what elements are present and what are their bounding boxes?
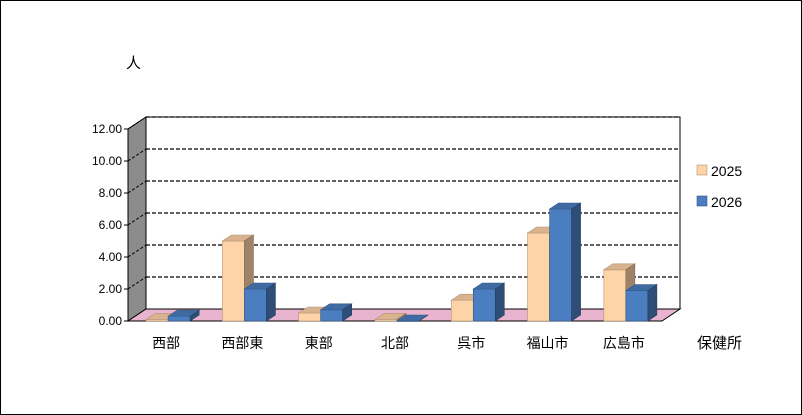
category-label: 福山市: [527, 335, 569, 351]
category-label: 西部: [152, 335, 180, 351]
bar-side-2026-福山市: [571, 202, 581, 322]
category-label: 広島市: [603, 335, 645, 351]
bar-side-2026-呉市: [494, 282, 505, 322]
y-tick-labels: 0.00 2.00 4.00 6.00 8.00 10.00 12.00: [92, 122, 122, 328]
bar-2025-東部: [298, 312, 322, 322]
gridline-diagonal: [127, 212, 147, 226]
category-label: 呉市: [457, 335, 485, 351]
x-axis-title: 保健所: [697, 335, 742, 352]
y-axis-title: 人: [126, 55, 141, 72]
bars: [145, 202, 658, 322]
gridline-diagonal: [127, 116, 147, 130]
y-tick-label: 2.00: [99, 282, 123, 296]
legend-label-2026: 2026: [711, 194, 742, 210]
bar-side-2026-広島市: [647, 284, 658, 322]
y-tick-label: 6.00: [99, 218, 123, 232]
side-wall: [127, 116, 681, 322]
category-label: 東部: [305, 335, 333, 351]
y-tick-label: 10.00: [92, 154, 122, 168]
legend-label-2025: 2025: [711, 163, 742, 179]
legend-swatch-2026: [696, 195, 708, 207]
bar-2025-呉市: [450, 299, 474, 322]
axes: [124, 128, 662, 322]
bar-2026-西部東: [244, 288, 267, 322]
gridline-diagonal: [127, 244, 147, 258]
legend: 2025 2026: [696, 163, 742, 210]
y-tick-label: 4.00: [99, 250, 123, 264]
bar-2026-東部: [320, 309, 344, 322]
y-tick-label: 8.00: [99, 186, 123, 200]
category-label: 西部東: [221, 335, 263, 351]
gridlines: [127, 116, 680, 290]
y-tick-label: 12.00: [92, 122, 122, 136]
legend-swatch-2025: [696, 164, 708, 176]
bar-2025-西部東: [222, 240, 245, 322]
x-category-labels: 西部 西部東 東部 北部 呉市 福山市 広島市: [152, 335, 645, 351]
bar-2025-福山市: [527, 232, 550, 322]
bar-2026-福山市: [549, 208, 572, 322]
gridline-diagonal: [127, 148, 147, 162]
bar-2025-広島市: [603, 269, 627, 322]
gridline-diagonal: [127, 180, 147, 194]
gridline-diagonal: [127, 276, 147, 290]
y-tick-label: 0.00: [99, 314, 123, 328]
bar-side-2026-東部: [342, 303, 353, 322]
bar-2026-広島市: [625, 290, 649, 322]
bar-side-2026-北部: [418, 314, 429, 322]
bar-2026-呉市: [472, 288, 496, 322]
bar-side-2026-西部: [189, 309, 200, 322]
category-label: 北部: [381, 335, 409, 351]
bar-side-2026-西部東: [266, 282, 276, 322]
bar-2026-西部: [167, 315, 191, 322]
